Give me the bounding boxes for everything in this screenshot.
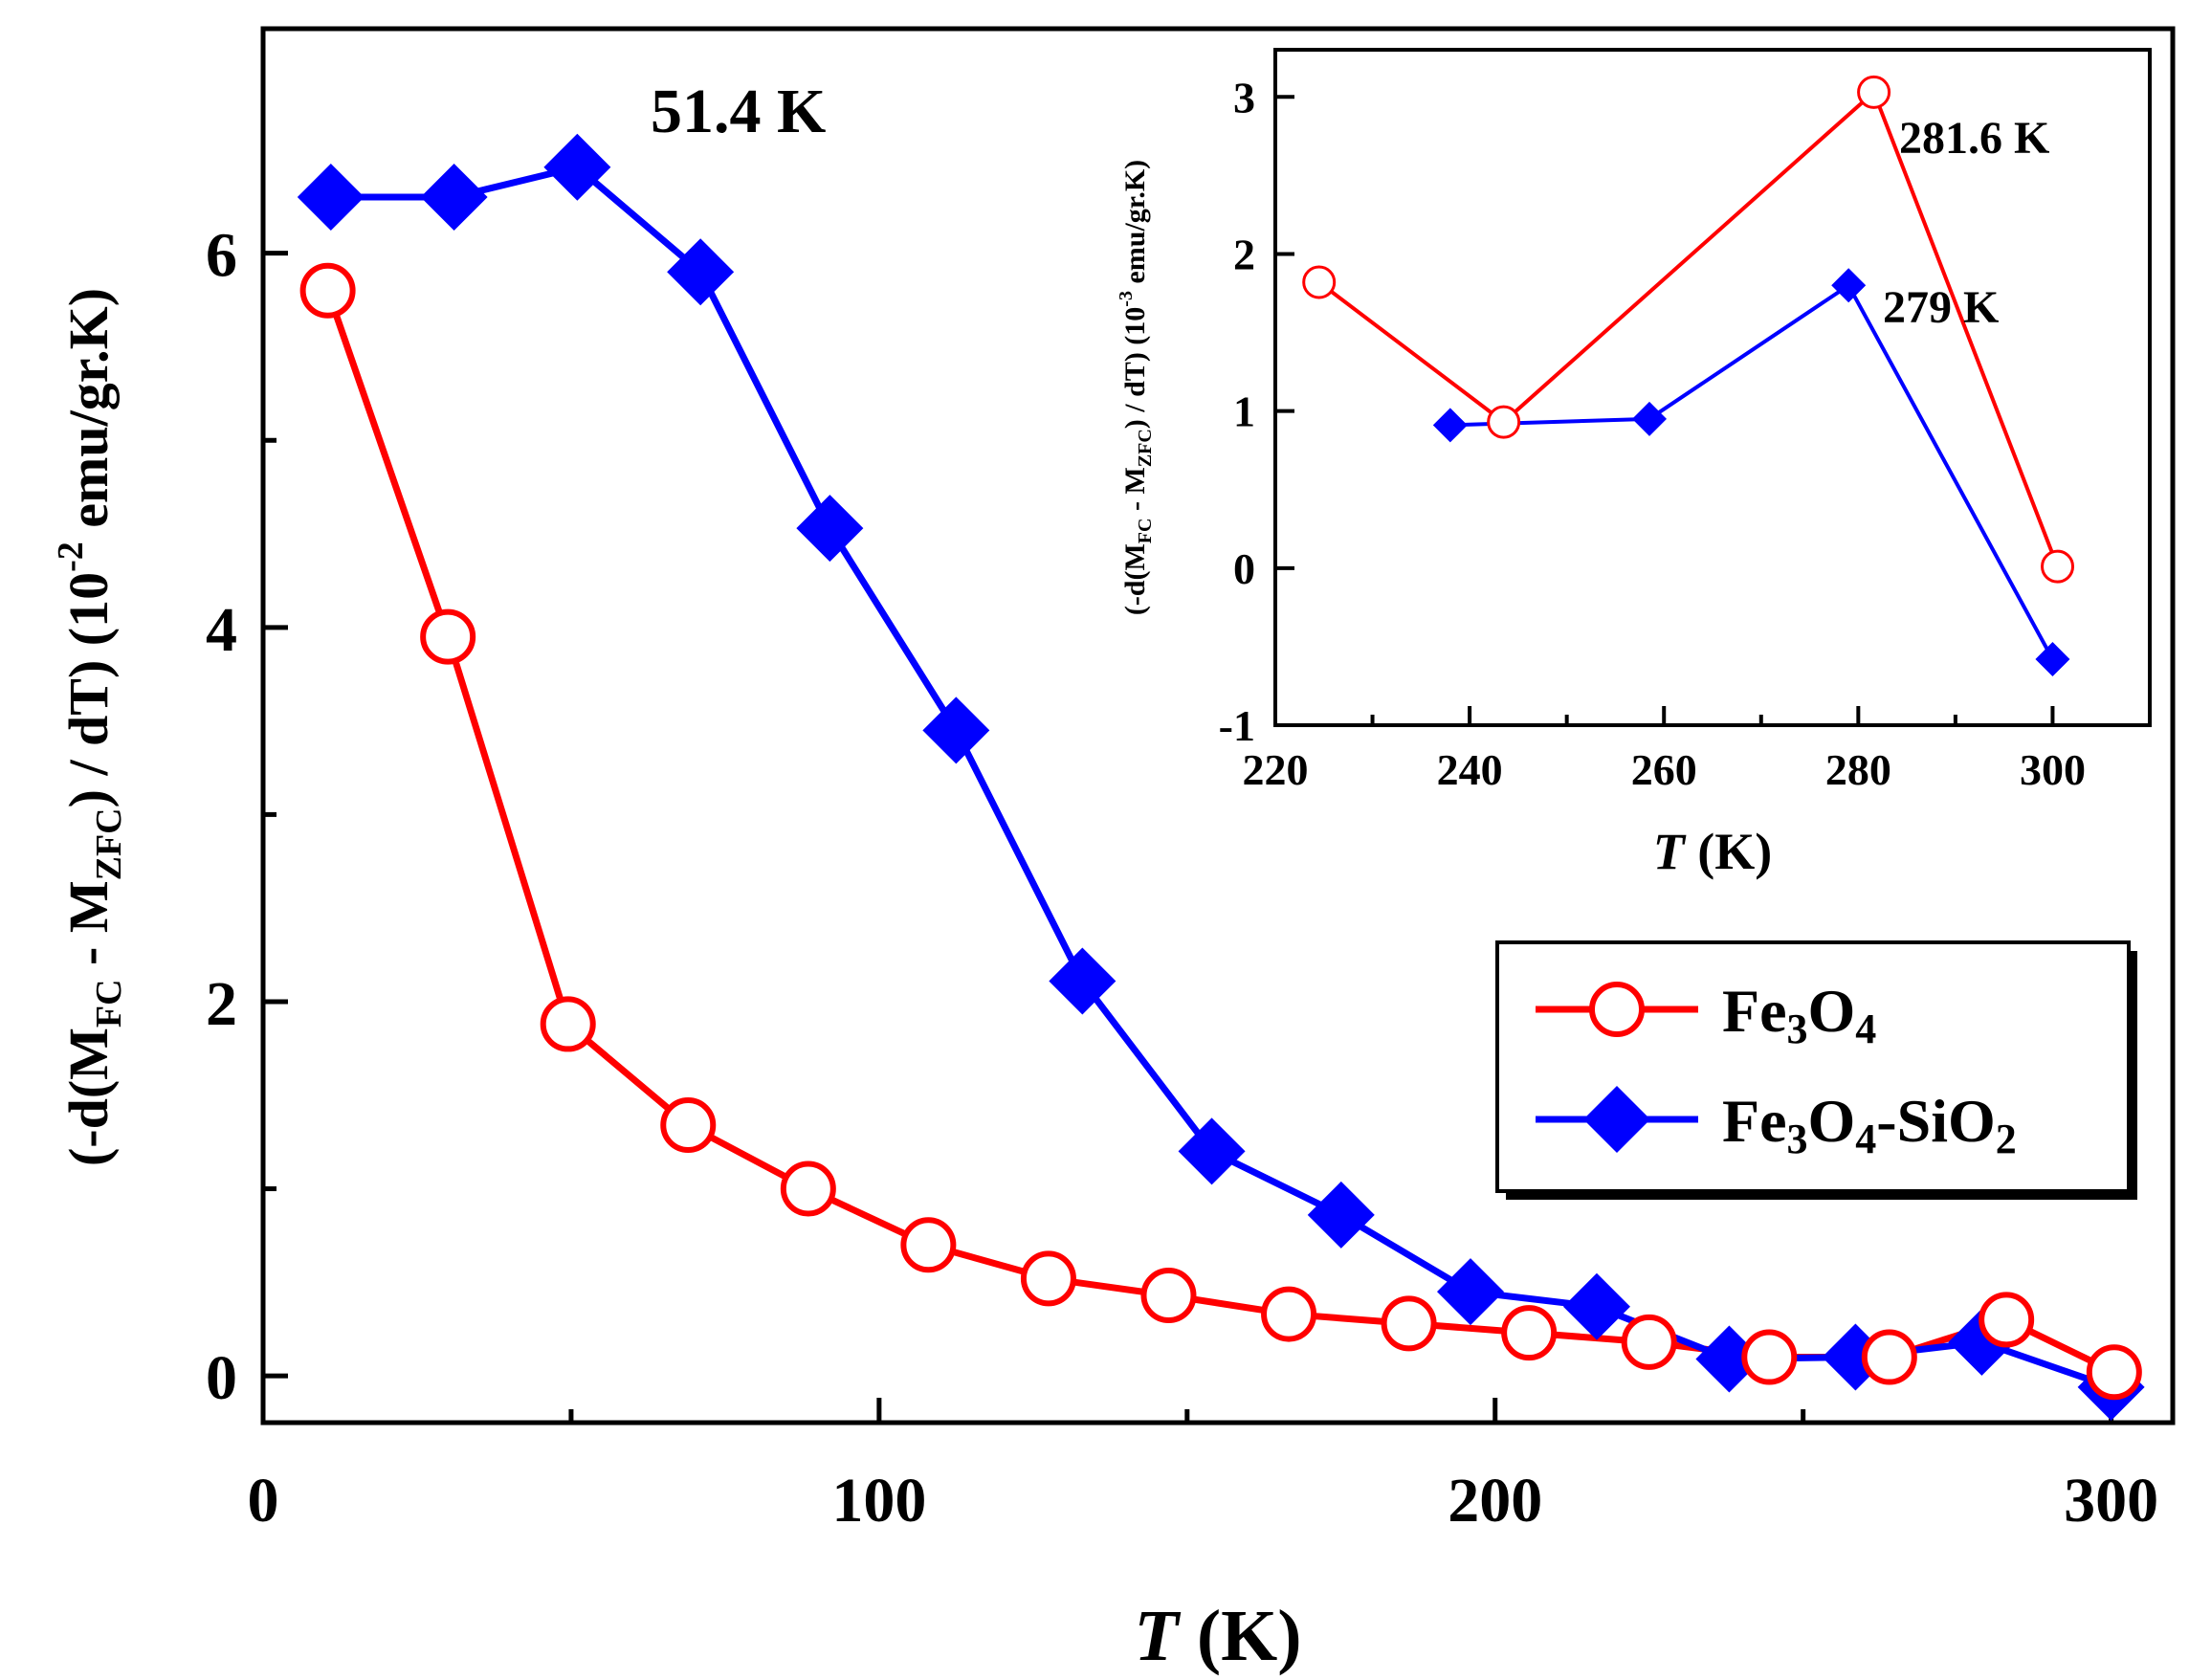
main-point-fe3o4 xyxy=(900,1217,957,1273)
main-x-label-rest: (K) xyxy=(1179,1596,1302,1676)
main-y-tick-label: 4 xyxy=(206,595,237,665)
main-point-fe3o4-sio2 xyxy=(1049,947,1117,1015)
inset-tick-labels: 220 240 260 280 300 -1 0 1 2 3 xyxy=(1219,73,2086,794)
inset-point-fe3o4 xyxy=(1487,405,1521,439)
main-tick-labels: 0 100 200 300 0 2 4 6 xyxy=(206,221,2158,1536)
inset-x-tick-label: 260 xyxy=(1631,745,1697,794)
main-annotation-peak: 51.4 K xyxy=(651,77,826,146)
main-point-fe3o4-sio2 xyxy=(543,133,611,201)
inset-annotation-fe3o4: 281.6 K xyxy=(1899,113,2049,164)
main-point-fe3o4 xyxy=(1741,1329,1798,1385)
inset-y-tick-label: 2 xyxy=(1233,230,1255,278)
inset-y-label-sub-zfc: ZFC xyxy=(1135,429,1156,467)
inset-lines xyxy=(1317,90,2060,661)
main-x-tick-label: 200 xyxy=(1448,1466,1542,1536)
main-point-fe3o4 xyxy=(1261,1286,1317,1342)
inset-point-fe3o4 xyxy=(1857,75,1891,109)
inset-series-line-fe3o4-sio2 xyxy=(1449,283,2055,661)
legend-marker-fe3o4-sio2 xyxy=(1583,1086,1650,1153)
inset-series-line-fe3o4 xyxy=(1317,90,2060,567)
main-point-fe3o4 xyxy=(1979,1292,2035,1348)
inset-point-fe3o4-sio2 xyxy=(1631,401,1667,436)
inset-x-tick-label: 280 xyxy=(1825,745,1891,794)
inset-plot-frame xyxy=(1273,48,2152,727)
main-point-fe3o4 xyxy=(780,1161,836,1217)
main-point-fe3o4-sio2 xyxy=(796,495,864,563)
main-point-fe3o4-sio2 xyxy=(667,238,735,306)
legend-label-fe3o4-sio2: Fe3O4-SiO2 xyxy=(1722,1087,2017,1162)
inset-x-label-italic: T xyxy=(1653,823,1687,880)
inset-x-tick-label: 300 xyxy=(2020,745,2086,794)
legend-box xyxy=(1495,940,2131,1193)
main-y-tick-label: 6 xyxy=(206,221,237,291)
legend-marker-fe3o4 xyxy=(1589,982,1645,1037)
main-point-fe3o4-sio2 xyxy=(297,164,365,232)
main-y-axis-label: (-d(MFC - MZFC) / dT) (10-2 emu/gr.K) xyxy=(51,288,129,1166)
inset-ticks xyxy=(1273,95,2055,727)
legend-label-fe3o4: Fe3O4 xyxy=(1722,977,1876,1052)
inset-y-label-part2: - M xyxy=(1119,467,1151,518)
inset-point-fe3o4-sio2 xyxy=(1831,268,1867,303)
main-point-fe3o4 xyxy=(2086,1344,2142,1401)
inset-point-fe3o4-sio2 xyxy=(1432,408,1468,443)
inset-y-label-sup: -3 xyxy=(1116,291,1137,307)
inset-y-tick-label: 1 xyxy=(1233,387,1255,436)
inset-y-tick-label: -1 xyxy=(1219,701,1255,750)
main-point-fe3o4-sio2 xyxy=(1307,1181,1375,1249)
main-y-label-part2: - M xyxy=(57,880,120,979)
main-point-fe3o4-sio2 xyxy=(922,696,990,764)
inset-y-label-part4: emu/gr.K) xyxy=(1119,160,1151,291)
main-point-fe3o4 xyxy=(1020,1250,1076,1307)
inset-y-tick-label: 3 xyxy=(1233,73,1255,122)
main-plot-frame xyxy=(260,26,2176,1426)
main-point-fe3o4 xyxy=(299,262,356,319)
main-x-label-italic: T xyxy=(1134,1596,1181,1676)
inset-y-tick-label: 0 xyxy=(1233,544,1255,593)
inset-y-label-sub-fc: FC xyxy=(1135,519,1156,544)
main-x-axis-label: T (K) xyxy=(1134,1596,1301,1676)
main-point-fe3o4-sio2 xyxy=(1436,1258,1504,1326)
main-point-fe3o4 xyxy=(1501,1305,1558,1361)
inset-x-label-rest: (K) xyxy=(1685,823,1772,880)
main-markers xyxy=(297,133,2145,1421)
main-x-tick-label: 300 xyxy=(2064,1466,2158,1536)
main-y-label-part1: (-d(M xyxy=(57,1028,120,1166)
main-point-fe3o4 xyxy=(420,608,476,665)
main-point-fe3o4-sio2 xyxy=(1562,1272,1630,1340)
main-point-fe3o4-sio2 xyxy=(1178,1117,1246,1185)
main-y-label-sub-fc: FC xyxy=(89,979,129,1028)
main-y-label-part3: ) / dT) (10 xyxy=(57,572,120,808)
inset-point-fe3o4-sio2 xyxy=(2035,642,2070,677)
inset-x-axis-label: T (K) xyxy=(1653,823,1772,880)
inset-x-tick-label: 220 xyxy=(1243,745,1309,794)
main-point-fe3o4 xyxy=(1381,1295,1437,1352)
main-x-tick-label: 100 xyxy=(831,1466,926,1536)
main-point-fe3o4 xyxy=(660,1097,717,1154)
inset-plot: 220 240 260 280 300 -1 0 1 2 3 281.6 K 279 K T (K… xyxy=(1116,48,2152,880)
inset-markers xyxy=(1302,75,2075,677)
inset-y-axis-label: (-d(MFC - MZFC) / dT) (10-3 emu/gr.K) xyxy=(1116,160,1156,615)
inset-point-fe3o4 xyxy=(1302,265,1337,299)
main-y-label-sub-zfc: ZFC xyxy=(89,807,129,880)
inset-y-label-part3: ) / dT) (10 xyxy=(1119,307,1151,430)
legend: Fe3O4 Fe3O4-SiO2 xyxy=(1495,940,2137,1200)
inset-x-tick-label: 240 xyxy=(1437,745,1503,794)
inset-annotation-sio2: 279 K xyxy=(1883,282,1999,333)
main-point-fe3o4 xyxy=(1861,1329,1917,1385)
inset-point-fe3o4 xyxy=(2041,549,2075,584)
inset-y-label-part1: (-d(M xyxy=(1119,543,1151,615)
main-y-tick-label: 0 xyxy=(206,1343,237,1413)
main-point-fe3o4 xyxy=(540,996,596,1052)
main-x-tick-label: 0 xyxy=(248,1466,279,1536)
main-y-tick-label: 2 xyxy=(206,969,237,1039)
main-y-label-part4: emu/gr.K) xyxy=(57,288,120,542)
main-point-fe3o4 xyxy=(1621,1314,1677,1370)
main-point-fe3o4-sio2 xyxy=(420,164,488,232)
main-point-fe3o4 xyxy=(1140,1268,1197,1324)
main-y-label-sup: -2 xyxy=(51,542,91,572)
